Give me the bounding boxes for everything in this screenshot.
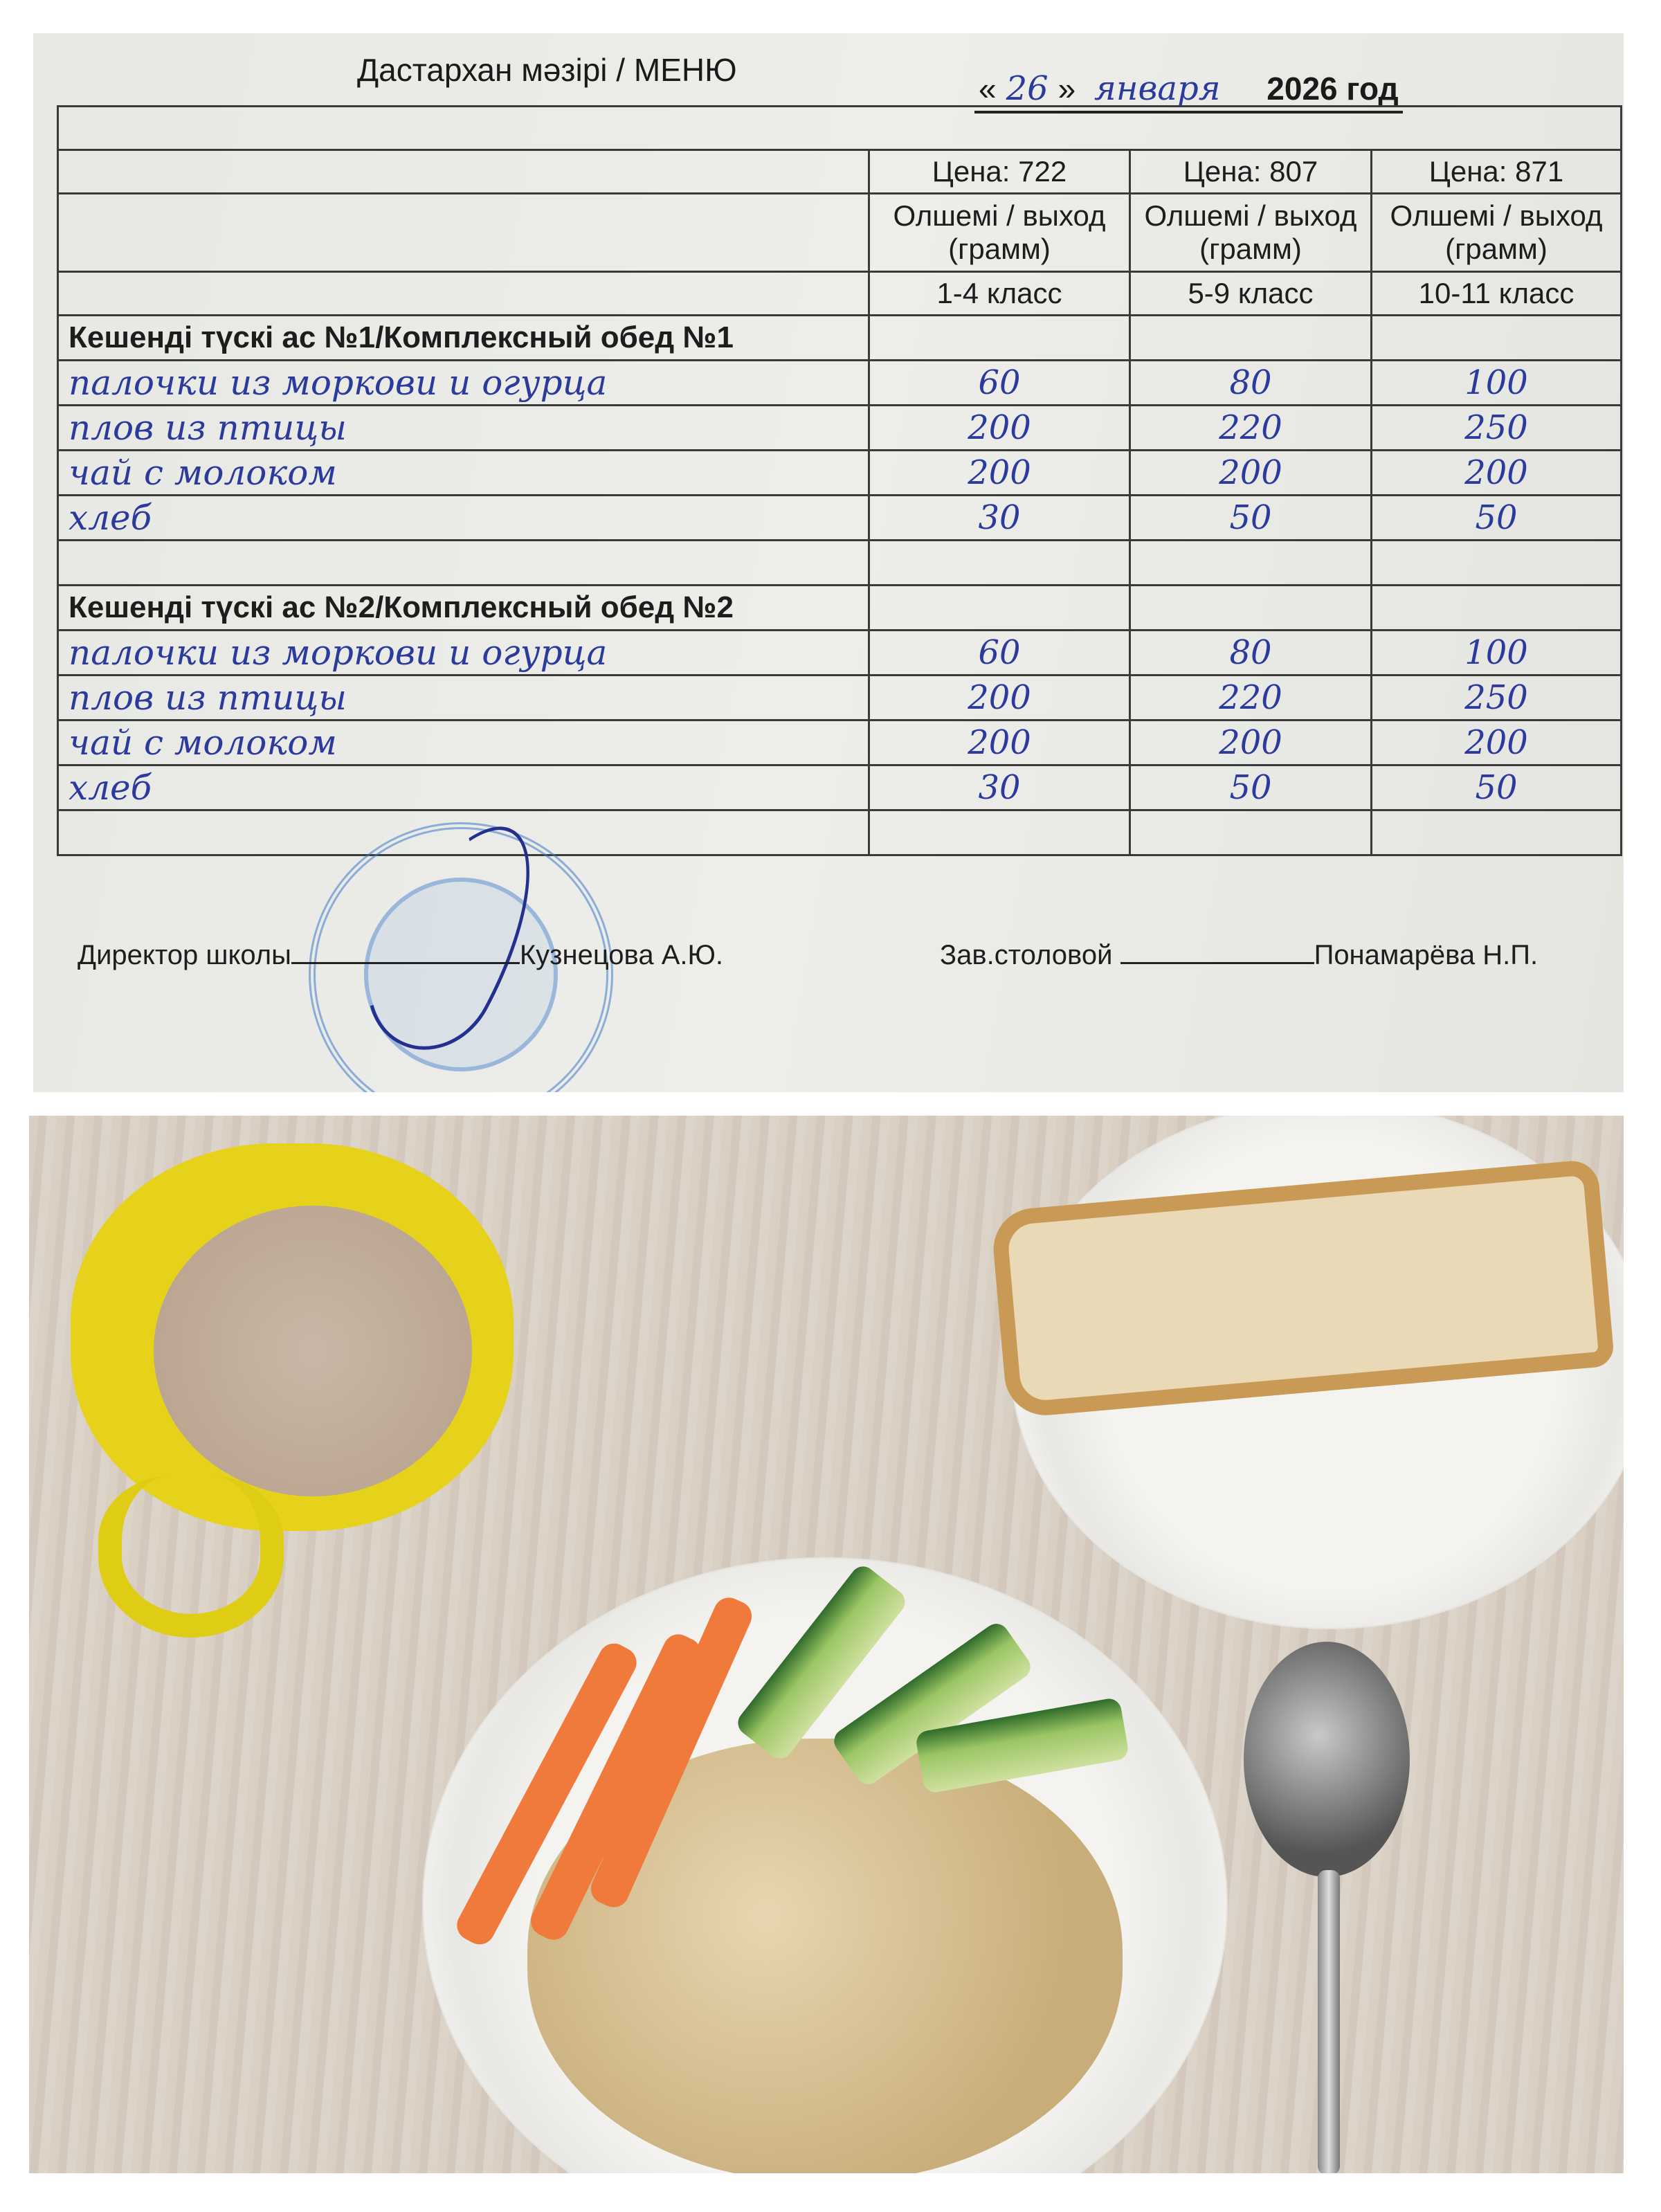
menu-item-row: плов из птицы 200 220 250 <box>57 404 1622 451</box>
menu-table: Цена: 722 Цена: 807 Цена: 871 Олшемі / в… <box>57 105 1622 856</box>
portion-grams: 200 <box>1370 449 1622 496</box>
director-label: Директор школы <box>78 940 291 970</box>
section-title: Кешенді түскі ас №2/Комплексный обед №2 <box>57 584 870 631</box>
price-1-4: Цена: 722 <box>868 149 1131 194</box>
menu-item-name: хлеб <box>57 494 870 541</box>
spoon <box>1244 1642 1410 1877</box>
portion-grams: 80 <box>1129 359 1372 406</box>
yellow-mug <box>71 1143 514 1531</box>
section-row: Кешенді түскі ас №1/Комплексный обед №1 <box>57 314 1622 361</box>
empty-row <box>57 539 1622 586</box>
portion-grams: 250 <box>1370 674 1622 721</box>
portion-grams: 200 <box>1370 719 1622 766</box>
canteen-signature-line: Зав.столовой Понамарёва Н.П. <box>940 940 1538 971</box>
canteen-name: Понамарёва Н.П. <box>1314 940 1539 970</box>
portion-grams: 60 <box>868 359 1131 406</box>
portion-grams: 60 <box>868 629 1131 676</box>
menu-item-row: хлеб 30 50 50 <box>57 764 1622 811</box>
portion-grams: 200 <box>868 674 1131 721</box>
official-stamp <box>309 822 613 1092</box>
menu-item-row: палочки из моркови и огурца 60 80 100 <box>57 359 1622 406</box>
menu-item-name: палочки из моркови и огурца <box>57 359 870 406</box>
menu-item-name: хлеб <box>57 764 870 811</box>
mug-handle <box>98 1476 284 1638</box>
portion-grams: 200 <box>868 449 1131 496</box>
portion-grams: 200 <box>868 719 1131 766</box>
menu-item-row: плов из птицы 200 220 250 <box>57 674 1622 721</box>
price-5-9: Цена: 807 <box>1129 149 1372 194</box>
menu-title: Дастархан мәзірі / МЕНЮ <box>357 52 737 88</box>
portion-grams: 200 <box>1129 719 1372 766</box>
portion-grams: 200 <box>1129 449 1372 496</box>
menu-date: «26» января 2026 год <box>974 69 1403 114</box>
portion-grams: 50 <box>1129 494 1372 541</box>
date-month: января <box>1094 69 1221 108</box>
menu-document-photo: Дастархан мәзірі / МЕНЮ «26» января 2026… <box>33 33 1624 1092</box>
director-name: Кузнецова А.Ю. <box>519 940 724 970</box>
portion-grams: 100 <box>1370 359 1622 406</box>
tea-with-milk <box>154 1206 472 1496</box>
date-quote-close: » <box>1058 71 1076 107</box>
menu-item-row: чай с молоком 200 200 200 <box>57 449 1622 496</box>
menu-item-row: чай с молоком 200 200 200 <box>57 719 1622 766</box>
menu-item-name: плов из птицы <box>57 404 870 451</box>
portion-grams: 200 <box>868 404 1131 451</box>
menu-item-row: палочки из моркови и огурца 60 80 100 <box>57 629 1622 676</box>
price-row: Цена: 722 Цена: 807 Цена: 871 <box>57 149 1622 194</box>
portion-grams: 220 <box>1129 404 1372 451</box>
menu-item-name: палочки из моркови и огурца <box>57 629 870 676</box>
section-row: Кешенді түскі ас №2/Комплексный обед №2 <box>57 584 1622 631</box>
menu-item-name: плов из птицы <box>57 674 870 721</box>
director-signature-line: Директор школы Кузнецова А.Ю. <box>78 940 723 971</box>
portion-grams: 220 <box>1129 674 1372 721</box>
portion-grams: 50 <box>1129 764 1372 811</box>
canteen-label: Зав.столовой <box>940 940 1113 970</box>
unit-5-9: Олшемі / выход (грамм) <box>1129 192 1372 273</box>
portion-grams: 250 <box>1370 404 1622 451</box>
unit-10-11: Олшемі / выход (грамм) <box>1370 192 1622 273</box>
portion-grams: 30 <box>868 764 1131 811</box>
empty-header-row <box>57 105 1622 151</box>
menu-item-name: чай с молоком <box>57 449 870 496</box>
spoon-handle <box>1318 1870 1340 2173</box>
portion-grams: 80 <box>1129 629 1372 676</box>
portion-grams: 50 <box>1370 764 1622 811</box>
grade-10-11: 10-11 класс <box>1370 271 1622 316</box>
section-title: Кешенді түскі ас №1/Комплексный обед №1 <box>57 314 870 361</box>
unit-row: Олшемі / выход (грамм) Олшемі / выход (г… <box>57 192 1622 273</box>
portion-grams: 100 <box>1370 629 1622 676</box>
portion-grams: 50 <box>1370 494 1622 541</box>
menu-item-name: чай с молоком <box>57 719 870 766</box>
grade-1-4: 1-4 класс <box>868 271 1131 316</box>
unit-1-4: Олшемі / выход (грамм) <box>868 192 1131 273</box>
grade-5-9: 5-9 класс <box>1129 271 1372 316</box>
date-quote-open: « <box>979 71 997 107</box>
date-year: 2026 год <box>1267 71 1399 107</box>
portion-grams: 30 <box>868 494 1131 541</box>
grade-row: 1-4 класс 5-9 класс 10-11 класс <box>57 271 1622 316</box>
menu-item-row: хлеб 30 50 50 <box>57 494 1622 541</box>
date-day: 26 <box>1006 69 1049 108</box>
canteen-signature <box>1120 941 1314 964</box>
lunch-photo <box>29 1116 1624 2173</box>
price-10-11: Цена: 871 <box>1370 149 1622 194</box>
empty-row <box>57 809 1622 856</box>
